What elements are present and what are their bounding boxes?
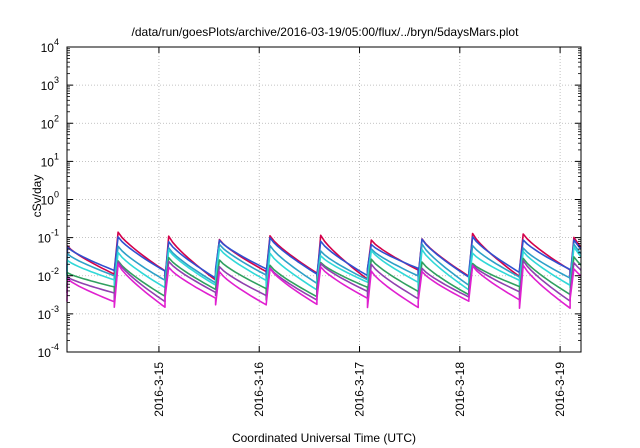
chart-title: /data/run/goesPlots/archive/2016-03-19/0… [132,25,520,39]
series-line-1 [66,231,582,281]
series-line-6 [66,259,582,303]
y-tick-label: 103 [41,75,59,93]
series-line-4 [66,246,582,291]
y-tick-label: 102 [41,113,59,131]
x-tick-label: 2016-3-18 [453,362,467,417]
series-line-2 [66,236,582,280]
x-tick-label: 2016-3-19 [553,362,567,417]
y-tick-label: 101 [41,151,59,169]
y-axis-label: cSv/day [30,175,44,218]
series-line-5 [66,256,582,298]
x-axis-label: Coordinated Universal Time (UTC) [232,431,416,445]
y-tick-label: 10-1 [38,228,59,246]
x-axis: 2016-3-15 2016-3-16 2016-3-17 2016-3-18 2016… [152,47,567,417]
x-tick-label: 2016-3-15 [152,362,166,417]
plot-frame [66,46,582,353]
series-line-3 [66,243,582,286]
plot-area [66,231,582,309]
x-tick-label: 2016-3-17 [353,362,367,417]
x-tick-label: 2016-3-16 [252,362,266,417]
series-line-7 [66,263,582,309]
y-tick-label: 10-2 [38,266,59,284]
grid [67,47,581,352]
y-tick-label: 104 [41,37,59,55]
y-tick-label: 10-4 [38,342,59,360]
y-tick-label: 100 [41,190,59,208]
y-axis: 10-4 10-3 10-2 10-1 100 101 102 103 104 [38,37,581,360]
y-tick-label: 10-3 [38,304,59,322]
